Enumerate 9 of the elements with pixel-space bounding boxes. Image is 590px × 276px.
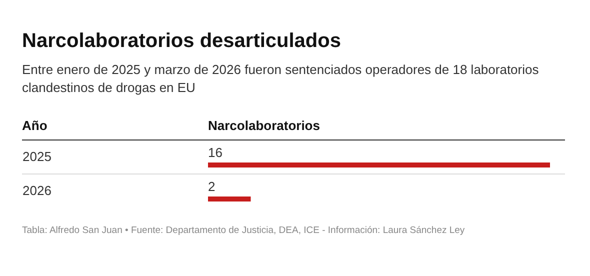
chart-subtitle: Entre enero de 2025 y marzo de 2026 fueron sentenciados operadores de 18 laboratorios clandestinos de drogas en EU [22, 62, 540, 95]
data-label: 2 [208, 179, 216, 194]
y-tick-label: 2025 [22, 149, 52, 164]
x-axis-title: Narcolaboratorios [208, 118, 320, 133]
data-label: 16 [208, 145, 222, 160]
y-tick-label: 2026 [22, 183, 52, 198]
text: Tabla: Alfredo San Juan • Fuente: Departamento de Justicia, DEA, ICE - Información: Laura Sánchez Ley [22, 225, 465, 236]
y-axis-title: Año [22, 118, 48, 133]
chart-title: Narcolaboratorios desarticulados [22, 30, 341, 52]
